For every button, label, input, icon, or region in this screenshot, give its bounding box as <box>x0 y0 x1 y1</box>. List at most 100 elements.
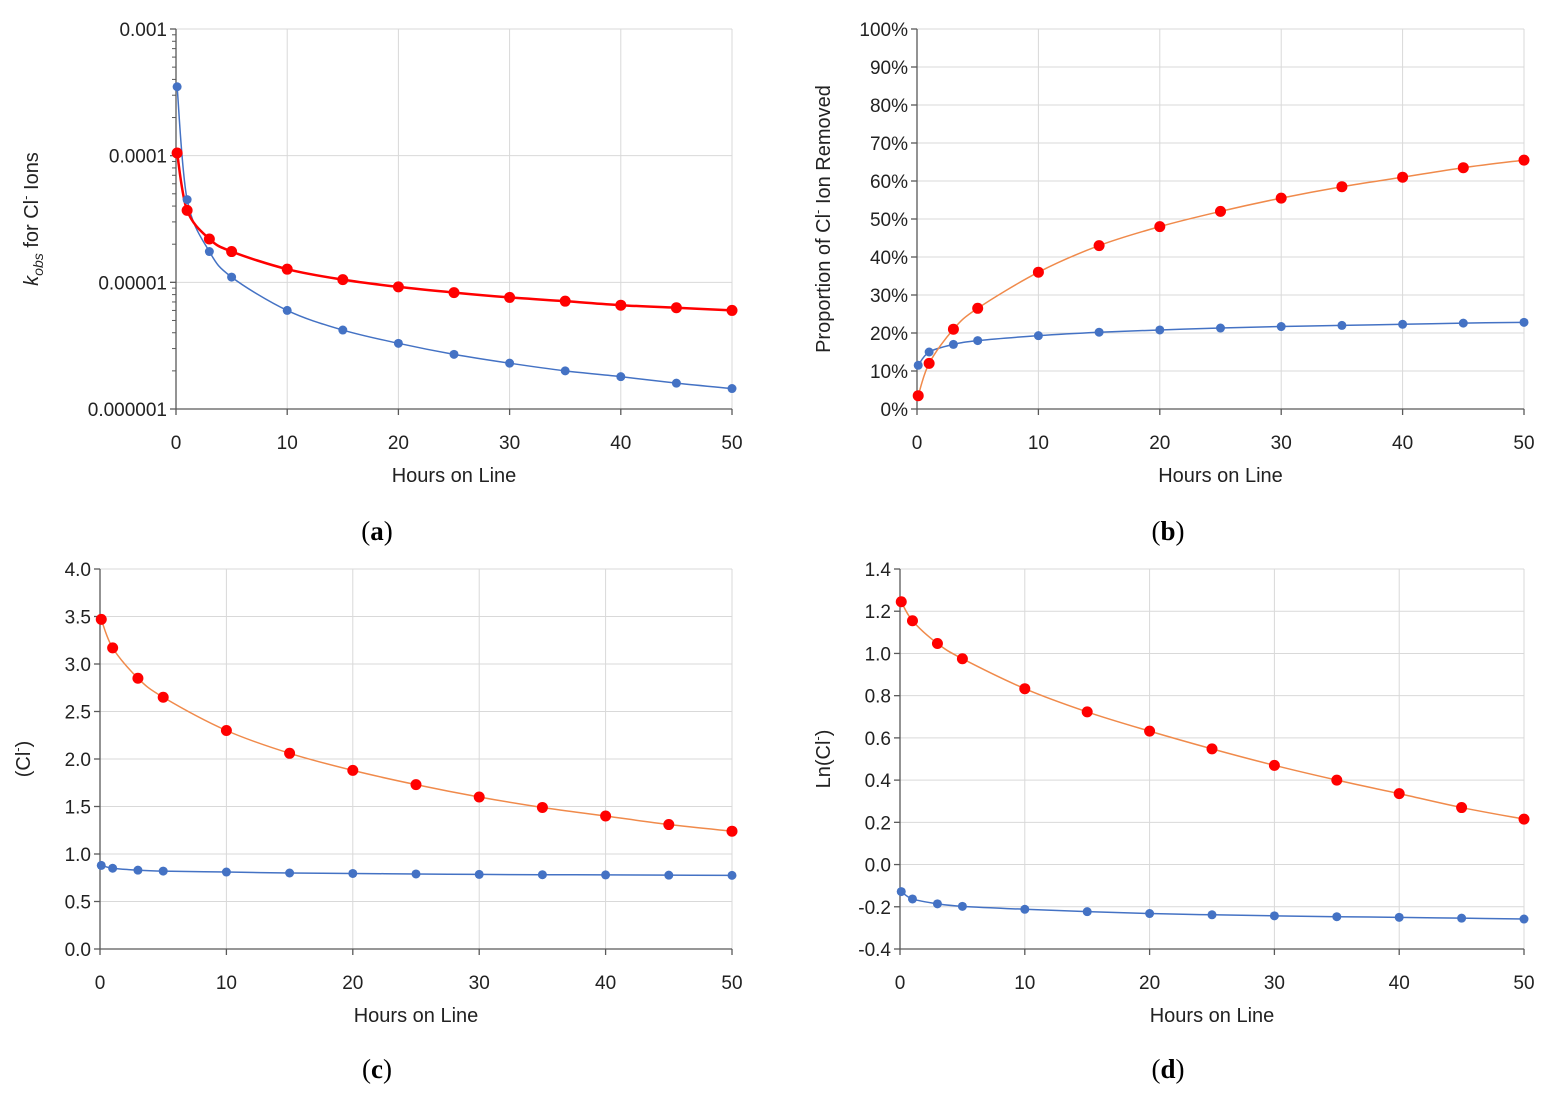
chart-d-x-tick-label: 0 <box>895 973 906 994</box>
chart-d-y-label-part: - <box>810 736 825 740</box>
chart-d-series-blue-point <box>1020 904 1030 914</box>
chart-a-series-red-line <box>175 152 733 312</box>
chart-b-y-tick-label: 80% <box>870 96 908 117</box>
chart-b-series-blue-point <box>1519 317 1529 327</box>
chart-c-series-blue-point <box>727 870 737 880</box>
chart-c-x-tick-label: 30 <box>469 973 490 994</box>
chart-c-y-label-part: ) <box>13 741 35 748</box>
chart-d-series-red-point <box>895 596 907 608</box>
chart-b-y-tick-label: 20% <box>870 324 908 345</box>
chart-d-series-red-point <box>1144 725 1156 737</box>
chart-b-y-tick-label: 10% <box>870 362 908 383</box>
chart-c-series-red-point <box>107 642 119 654</box>
chart-c-y-label-part: (Cl <box>13 752 35 778</box>
chart-a-series-blue-point <box>560 366 570 376</box>
caption-open-paren: ( <box>1151 1054 1160 1084</box>
chart-d-x-tick-label: 20 <box>1139 973 1160 994</box>
chart-c-y-tick-label: 2.0 <box>65 750 91 771</box>
chart-d-y-tick-label: -0.2 <box>858 898 891 919</box>
chart-c-series-blue-point <box>537 870 547 880</box>
chart-b-series-red-point <box>972 302 984 314</box>
chart-b-series-red-point <box>1397 171 1409 183</box>
chart-c-x-tick-label: 0 <box>95 973 106 994</box>
chart-b-series-blue-point <box>948 339 958 349</box>
chart-b-series-blue-point <box>1458 318 1468 328</box>
chart-d-caption: (d) <box>1151 1054 1184 1084</box>
chart-a-y-label-part: obs <box>30 253 46 276</box>
chart-b-series-blue-point <box>1337 320 1347 330</box>
chart-d-y-tick-label: 1.4 <box>865 560 892 581</box>
chart-b-y-label-part: Ion Removed <box>813 85 835 210</box>
chart-b-series-blue-point <box>1276 322 1286 332</box>
chart-b-series-red-point <box>1154 221 1166 233</box>
chart-c-y-label: (Cl-) <box>10 741 35 778</box>
chart-d-y-tick-label: 1.0 <box>865 644 891 665</box>
chart-b-y-tick-label: 30% <box>870 286 908 307</box>
chart-c-series-blue-point <box>474 869 484 879</box>
chart-c-series-red-point <box>536 801 548 813</box>
chart-a-y-label: kobs for Cl- Ions <box>18 152 46 286</box>
chart-b-series-blue-point <box>1094 327 1104 337</box>
caption-open-paren: ( <box>362 1054 371 1084</box>
chart-a-series-blue-point <box>182 195 192 205</box>
chart-d-x-tick-label: 50 <box>1513 973 1534 994</box>
chart-c-series-red-point <box>410 779 422 791</box>
chart-d-x-label: Hours on Line <box>1150 1005 1275 1027</box>
chart-b-y-tick-label: 90% <box>870 58 908 79</box>
chart-d-series-blue-point <box>1269 911 1279 921</box>
chart-b-series-red-line <box>917 159 1525 396</box>
chart-a-series-red-point <box>181 204 193 216</box>
chart-a-series-red-point <box>504 291 516 303</box>
chart-a-x-tick-label: 40 <box>610 433 631 454</box>
chart-a-series-red-point <box>726 304 738 316</box>
chart-c-series-blue-point <box>133 865 143 875</box>
chart-a-series-red-point <box>281 263 293 275</box>
chart-b-series-red-point <box>1093 240 1105 252</box>
chart-a-series-blue-point <box>172 82 182 92</box>
chart-a-x-tick-label: 10 <box>277 433 298 454</box>
chart-d-y-label-part: ) <box>813 730 835 737</box>
chart-d: -0.4 -0.2 0.0 0.2 0.4 0.6 0.8 1.0 1.2 1.4 0 10 20 30 4… <box>810 560 1535 1084</box>
chart-d-series-blue-point <box>907 894 917 904</box>
chart-b-y-label-part: Proportion of Cl <box>813 214 835 353</box>
chart-b-series-blue-point <box>1398 319 1408 329</box>
chart-b-series-red-point <box>1457 162 1469 174</box>
chart-d-series-red-point <box>1019 683 1031 695</box>
chart-d-series-blue-point <box>1207 910 1217 920</box>
chart-c-series-blue-point <box>108 863 118 873</box>
chart-d-x-tick-label: 30 <box>1264 973 1285 994</box>
chart-b-y-tick-label: 50% <box>870 210 908 231</box>
chart-d-series-red-line <box>900 601 1525 820</box>
chart-b-series-red-point <box>947 323 959 335</box>
chart-b-series-blue-point <box>1216 323 1225 333</box>
chart-d-series-red-point <box>1268 759 1280 771</box>
chart-c-y-tick-label: 0.5 <box>65 893 91 914</box>
chart-b-x-tick-label: 10 <box>1028 433 1049 454</box>
chart-a-series-blue-point <box>616 372 626 382</box>
chart-d-series-red-point <box>1206 743 1218 755</box>
chart-c-series-blue-point <box>411 869 421 879</box>
chart-b: 0% 10% 20% 30% 40% 50% 60% 70% 80% 90% 100% 0 10 20 30… <box>810 20 1535 546</box>
chart-d-series-blue-point <box>1145 909 1155 919</box>
chart-a-series-blue-point <box>449 349 459 359</box>
caption-letter: b <box>1160 516 1175 546</box>
caption-letter: c <box>371 1054 383 1084</box>
chart-c-x-tick-label: 20 <box>342 973 363 994</box>
chart-a-series-blue-point <box>282 305 292 315</box>
chart-a-y-label-part: k <box>21 275 43 286</box>
chart-b-y-tick-label: 70% <box>870 134 908 155</box>
chart-c-y-tick-label: 0.0 <box>65 940 91 961</box>
caption-open-paren: ( <box>361 516 370 546</box>
chart-a: 0.000001 0.00001 0.0001 0.001 0 10 20 30 40 50 Hou… <box>18 20 743 546</box>
caption-close-paren: ) <box>384 516 393 546</box>
chart-c-series-red-line <box>100 619 733 832</box>
chart-b-y-tick-label: 40% <box>870 248 908 269</box>
chart-c-y-tick-label: 2.5 <box>65 703 91 724</box>
chart-c: 0.0 0.5 1.0 1.5 2.0 2.5 3.0 3.5 4.0 0 10 20 30 40 50 Ho… <box>10 560 743 1084</box>
chart-b-series-blue-point <box>913 360 923 370</box>
chart-c-series-red-point <box>132 672 144 684</box>
chart-c-y-tick-label: 3.0 <box>65 655 91 676</box>
chart-a-y-tick-label: 0.000001 <box>88 400 167 421</box>
chart-c-series-blue-point <box>601 870 611 880</box>
chart-b-x-tick-label: 30 <box>1271 433 1292 454</box>
